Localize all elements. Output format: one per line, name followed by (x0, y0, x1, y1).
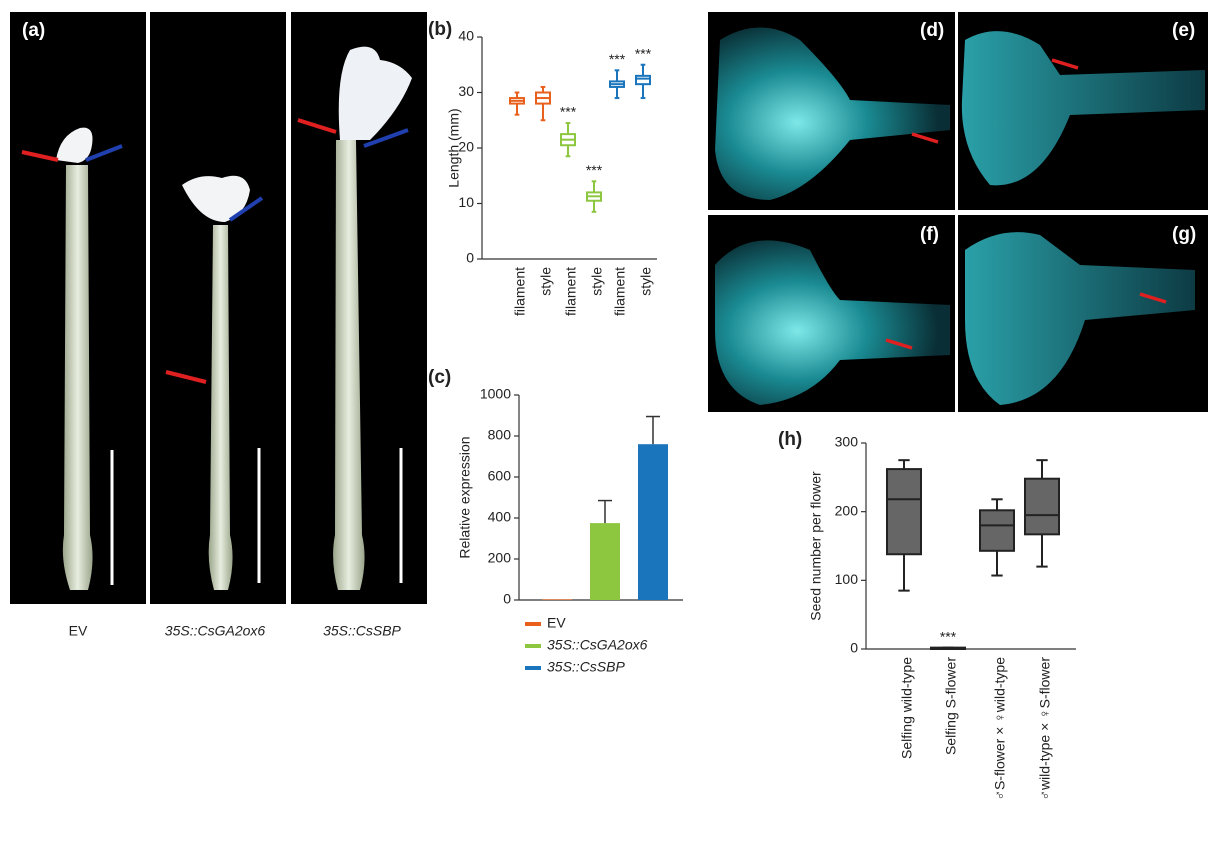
x-tick-label: ♂S-flower × ♀wild-type (992, 657, 1008, 801)
y-tick-label: 200 (835, 502, 859, 518)
panel-label: (b) (428, 19, 452, 40)
box (1024, 477, 1060, 536)
photo-caption: 35S::CsSBP (323, 623, 401, 639)
x-tick-label: filament (563, 267, 579, 316)
panel-label: (c) (428, 367, 451, 388)
arrow (297, 118, 337, 134)
legend-swatch (525, 622, 541, 626)
y-axis-label: Relative expression (457, 436, 473, 558)
significance-label: *** (940, 628, 957, 644)
box (635, 74, 651, 86)
x-tick-label: style (589, 267, 605, 296)
x-tick-label: ♂wild-type × ♀S-flower (1037, 657, 1053, 801)
arrow (85, 144, 123, 162)
y-tick-label: 100 (835, 571, 859, 587)
y-tick-label: 40 (458, 28, 474, 44)
significance-label: *** (586, 162, 603, 178)
box (979, 509, 1015, 552)
pistil (715, 27, 950, 200)
y-tick-label: 1000 (480, 386, 511, 402)
panel-label: (e) (1172, 20, 1195, 41)
bar (542, 599, 572, 600)
legend-label: 35S::CsGA2ox6 (547, 637, 648, 653)
panel-label: (h) (778, 429, 802, 450)
y-tick-label: 200 (488, 550, 512, 566)
y-tick-label: 20 (458, 139, 474, 155)
flower-stem (208, 225, 233, 590)
x-tick-label: filament (612, 267, 628, 316)
y-tick-label: 0 (850, 640, 858, 656)
significance-label: *** (635, 45, 652, 61)
legend-label: 35S::CsSBP (547, 659, 625, 675)
y-axis-label: Length (mm) (446, 108, 462, 187)
legend-label: EV (547, 615, 566, 631)
y-tick-label: 300 (835, 434, 859, 450)
box (886, 468, 922, 556)
photo-caption: 35S::CsGA2ox6 (165, 623, 266, 639)
flower-stem (333, 140, 365, 590)
y-tick-label: 10 (458, 194, 474, 210)
panel-label: (g) (1172, 224, 1196, 245)
x-tick-label: Selfing S-flower (943, 657, 959, 755)
x-tick-label: Selfing wild-type (899, 657, 915, 759)
significance-label: *** (609, 51, 626, 67)
legend-swatch (525, 666, 541, 670)
panel-label: (a) (22, 20, 45, 41)
micrographs: (d) (e) (f) (g) (708, 12, 1208, 412)
arrow (21, 150, 59, 162)
y-tick-label: 800 (488, 427, 512, 443)
scale-bars (110, 448, 403, 585)
panel-label: (d) (920, 20, 944, 41)
photo-caption: EV (69, 623, 88, 639)
significance-label: *** (560, 104, 577, 120)
y-tick-label: 30 (458, 83, 474, 99)
bar (638, 444, 668, 600)
petal (182, 175, 250, 222)
x-tick-label: style (638, 267, 654, 296)
petal (338, 46, 412, 140)
y-axis-label: Seed number per flower (808, 471, 824, 621)
y-tick-label: 0 (466, 250, 474, 266)
panel-label: (f) (920, 224, 939, 245)
arrows (885, 58, 1167, 350)
y-tick-label: 400 (488, 509, 512, 525)
arrow (228, 196, 264, 222)
flower-stem (62, 165, 93, 590)
y-tick-label: 600 (488, 468, 512, 484)
y-tick-label: 0 (503, 591, 511, 607)
x-tick-label: style (538, 267, 554, 296)
photo-panels: (a) EV 35S::CsGA2ox6 35S::CsSBP (10, 12, 427, 639)
arrow (165, 370, 207, 384)
pistil (715, 240, 950, 405)
bar (590, 523, 620, 600)
arrows (21, 118, 409, 384)
petal (56, 127, 93, 163)
arrow (363, 128, 409, 148)
pistil (961, 31, 1205, 186)
legend-swatch (525, 644, 541, 648)
pistil (965, 232, 1195, 405)
x-tick-label: filament (512, 267, 528, 316)
